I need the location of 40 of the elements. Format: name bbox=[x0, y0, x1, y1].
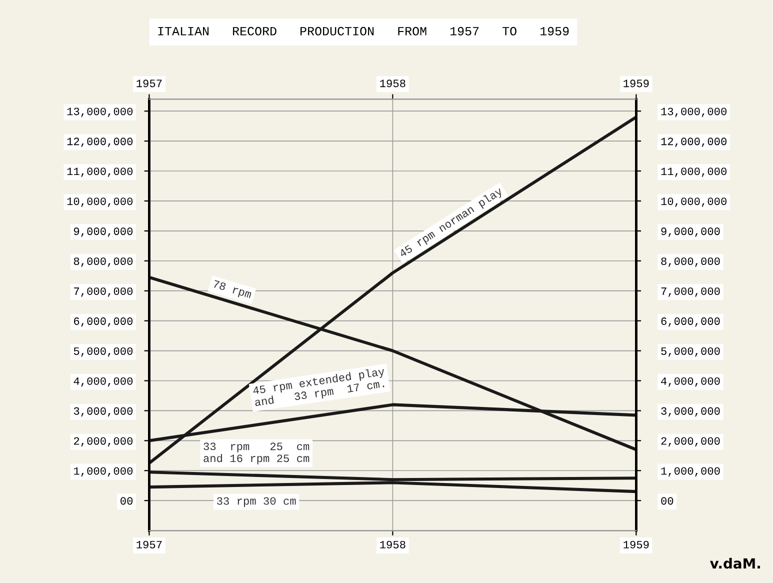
text: 45 rpm extended play and 33 rpm 17 cm. bbox=[252, 366, 386, 408]
series-label: 33 rpm 30 cm bbox=[217, 497, 296, 507]
y2-tick-label: 5,000,000 bbox=[661, 347, 720, 357]
y-tick-label: 00 bbox=[120, 497, 133, 505]
y-tick-label: 11,000,000 bbox=[67, 168, 133, 178]
y2-tick-label: 6,000,000 bbox=[661, 317, 720, 327]
y2-tick-label: 10,000,000 bbox=[661, 198, 726, 207]
x-tick-label: 1959 bbox=[624, 540, 649, 548]
y2-tick-label: 13,000,000 bbox=[661, 108, 726, 118]
text: 78 rpm bbox=[212, 280, 252, 300]
y2-tick-label: 1,000,000 bbox=[661, 467, 720, 477]
y2-tick-label: 12,000,000 bbox=[661, 138, 726, 148]
text: v.daM. bbox=[710, 558, 760, 569]
y-tick-label: 8,000,000 bbox=[74, 257, 133, 267]
x2-tick-label: 1959 bbox=[624, 80, 649, 88]
y-tick-label: 13,000,000 bbox=[67, 108, 133, 118]
y-tick-label: 12,000,000 bbox=[67, 138, 133, 148]
y2-tick-label: 4,000,000 bbox=[661, 377, 720, 387]
y2-tick-label: 2,000,000 bbox=[661, 437, 720, 447]
y2-tick-label: 8,000,000 bbox=[661, 257, 720, 267]
series-label: 33 rpm 25 cm and 16 rpm 25 cm bbox=[204, 442, 310, 464]
y2-tick-label: 3,000,000 bbox=[661, 407, 720, 417]
y-tick-label: 6,000,000 bbox=[74, 317, 133, 327]
x2-tick-label: 1957 bbox=[136, 80, 162, 88]
x-tick-label: 1958 bbox=[380, 540, 406, 548]
y2-tick-label: 00 bbox=[661, 497, 674, 505]
y-tick-label: 10,000,000 bbox=[67, 198, 133, 207]
y2-tick-label: 11,000,000 bbox=[661, 168, 726, 178]
y-tick-label: 7,000,000 bbox=[74, 287, 133, 297]
y2-tick-label: 9,000,000 bbox=[661, 228, 720, 237]
y2-tick-label: 7,000,000 bbox=[661, 287, 720, 297]
y-tick-label: 2,000,000 bbox=[74, 437, 133, 447]
y-tick-label: 5,000,000 bbox=[74, 347, 133, 357]
x2-tick-label: 1958 bbox=[380, 80, 406, 88]
x-tick-label: 1957 bbox=[136, 540, 162, 548]
chart-title: ITALIAN RECORD PRODUCTION FROM 1957 TO 1959 bbox=[158, 26, 569, 36]
y-tick-label: 4,000,000 bbox=[74, 377, 133, 387]
y-tick-label: 1,000,000 bbox=[74, 467, 133, 477]
y-tick-label: 3,000,000 bbox=[74, 407, 133, 417]
y-tick-label: 9,000,000 bbox=[74, 228, 133, 237]
